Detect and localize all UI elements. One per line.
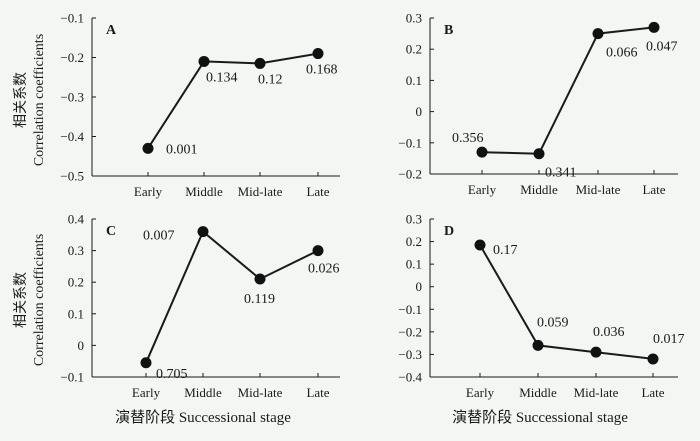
- x-tick-label: Mid-late: [238, 385, 283, 400]
- x-tick-label: Middle: [520, 182, 558, 197]
- series-line: [147, 52, 319, 149]
- panel-a: −0.1 −0.2 −0.3 −0.4 −0.5 Early Middle Mid-late L…: [60, 11, 340, 199]
- y-tick-label: 0.1: [68, 306, 84, 321]
- data-point: [474, 239, 486, 251]
- x-axis-label-right: 演替阶段 Successional stage: [452, 409, 628, 426]
- y-tick-label: 0.3: [406, 11, 422, 26]
- data-point: [647, 353, 659, 365]
- data-point: [140, 357, 152, 369]
- x-tick-label: Early: [468, 182, 497, 197]
- y-tick-label: −0.3: [60, 90, 84, 105]
- data-label: 0.047: [646, 39, 678, 54]
- y-tick-label: 0.1: [406, 257, 422, 272]
- y-tick-label: −0.1: [60, 11, 84, 26]
- data-label: 0.168: [306, 63, 338, 78]
- panel-letter: D: [444, 224, 454, 239]
- panel-letter: B: [444, 23, 453, 38]
- y-tick-label: 0.3: [406, 212, 422, 227]
- y-axis-label-en-top: Correlation coefficients: [32, 34, 47, 166]
- data-point: [592, 28, 604, 40]
- panel-d: 0.3 0.2 0.1 0 −0.1 −0.2 −0.3 −0.4 Early Middle Mid…: [398, 212, 684, 401]
- x-tick-label: Mid-late: [238, 184, 283, 199]
- x-tick-label: Late: [306, 385, 329, 400]
- y-tick-label: −0.1: [60, 370, 84, 385]
- data-point: [198, 55, 210, 67]
- panel-letter: A: [106, 23, 117, 38]
- x-tick-label: Late: [642, 182, 665, 197]
- data-point: [590, 346, 602, 358]
- y-tick-label: 0.2: [406, 234, 422, 249]
- data-point: [532, 339, 544, 351]
- data-point: [533, 148, 545, 160]
- y-axis-label-cn-bottom: 相关系数: [13, 272, 29, 328]
- panel-c: 0.4 0.3 0.2 0.1 0 −0.1 Early Middle Mid-late Late…: [60, 212, 340, 400]
- y-tick-label: 0: [416, 104, 423, 119]
- data-label: 0.705: [156, 367, 188, 382]
- x-tick-label: Middle: [185, 184, 223, 199]
- x-tick-label: Early: [132, 385, 161, 400]
- data-label: 0.001: [166, 142, 198, 157]
- y-tick-label: −0.5: [60, 169, 84, 184]
- data-point: [254, 273, 266, 285]
- y-tick-label: −0.1: [398, 302, 422, 317]
- y-tick-label: −0.2: [398, 167, 422, 182]
- panel-letter: C: [106, 224, 116, 239]
- series-line: [481, 26, 655, 155]
- x-tick-label: Middle: [184, 385, 222, 400]
- y-tick-label: −0.4: [60, 129, 84, 144]
- x-tick-label: Mid-late: [574, 385, 619, 400]
- data-label: 0.036: [593, 325, 625, 340]
- data-label: 0.12: [258, 72, 283, 87]
- data-label: 0.026: [308, 262, 340, 277]
- y-tick-label: −0.2: [398, 324, 422, 339]
- data-point: [312, 245, 324, 257]
- y-tick-label: 0.3: [68, 243, 84, 258]
- y-tick-label: 0: [78, 338, 85, 353]
- data-label: 0.059: [537, 315, 569, 330]
- data-point: [254, 57, 266, 69]
- y-tick-label: −0.1: [398, 135, 422, 150]
- data-label: 0.017: [653, 332, 685, 347]
- x-tick-label: Late: [641, 385, 664, 400]
- data-label: 0.134: [206, 70, 238, 85]
- series-line: [145, 229, 319, 364]
- data-point: [142, 142, 154, 154]
- y-tick-label: 0: [416, 279, 423, 294]
- x-tick-label: Mid-late: [576, 182, 621, 197]
- data-label: 0.341: [545, 166, 577, 181]
- data-point: [476, 146, 488, 158]
- y-tick-label: −0.2: [60, 50, 84, 65]
- x-tick-label: Late: [306, 184, 329, 199]
- x-tick-label: Early: [466, 385, 495, 400]
- x-tick-label: Middle: [519, 385, 557, 400]
- y-tick-label: −0.3: [398, 347, 422, 362]
- x-axis-label-left: 演替阶段 Successional stage: [115, 409, 291, 426]
- x-tick-label: Early: [134, 184, 163, 199]
- y-axis-label-cn-top: 相关系数: [13, 72, 29, 128]
- y-tick-label: 0.2: [406, 42, 422, 57]
- data-label: 0.007: [143, 229, 175, 244]
- data-point: [197, 226, 209, 238]
- data-label: 0.356: [452, 131, 484, 146]
- y-tick-label: −0.4: [398, 370, 422, 385]
- data-point: [648, 21, 660, 33]
- panel-b: 0.3 0.2 0.1 0 −0.1 −0.2 Early Middle Mid-late Lat…: [398, 11, 678, 197]
- data-point: [312, 48, 324, 60]
- y-axis-label-en-bottom: Correlation coefficients: [32, 234, 47, 366]
- series-line: [479, 244, 654, 360]
- data-label: 0.17: [493, 243, 518, 258]
- y-tick-label: 0.2: [68, 275, 84, 290]
- data-label: 0.066: [606, 46, 638, 61]
- y-tick-label: 0.1: [406, 73, 422, 88]
- y-tick-label: 0.4: [68, 212, 85, 227]
- data-label: 0.119: [244, 292, 275, 307]
